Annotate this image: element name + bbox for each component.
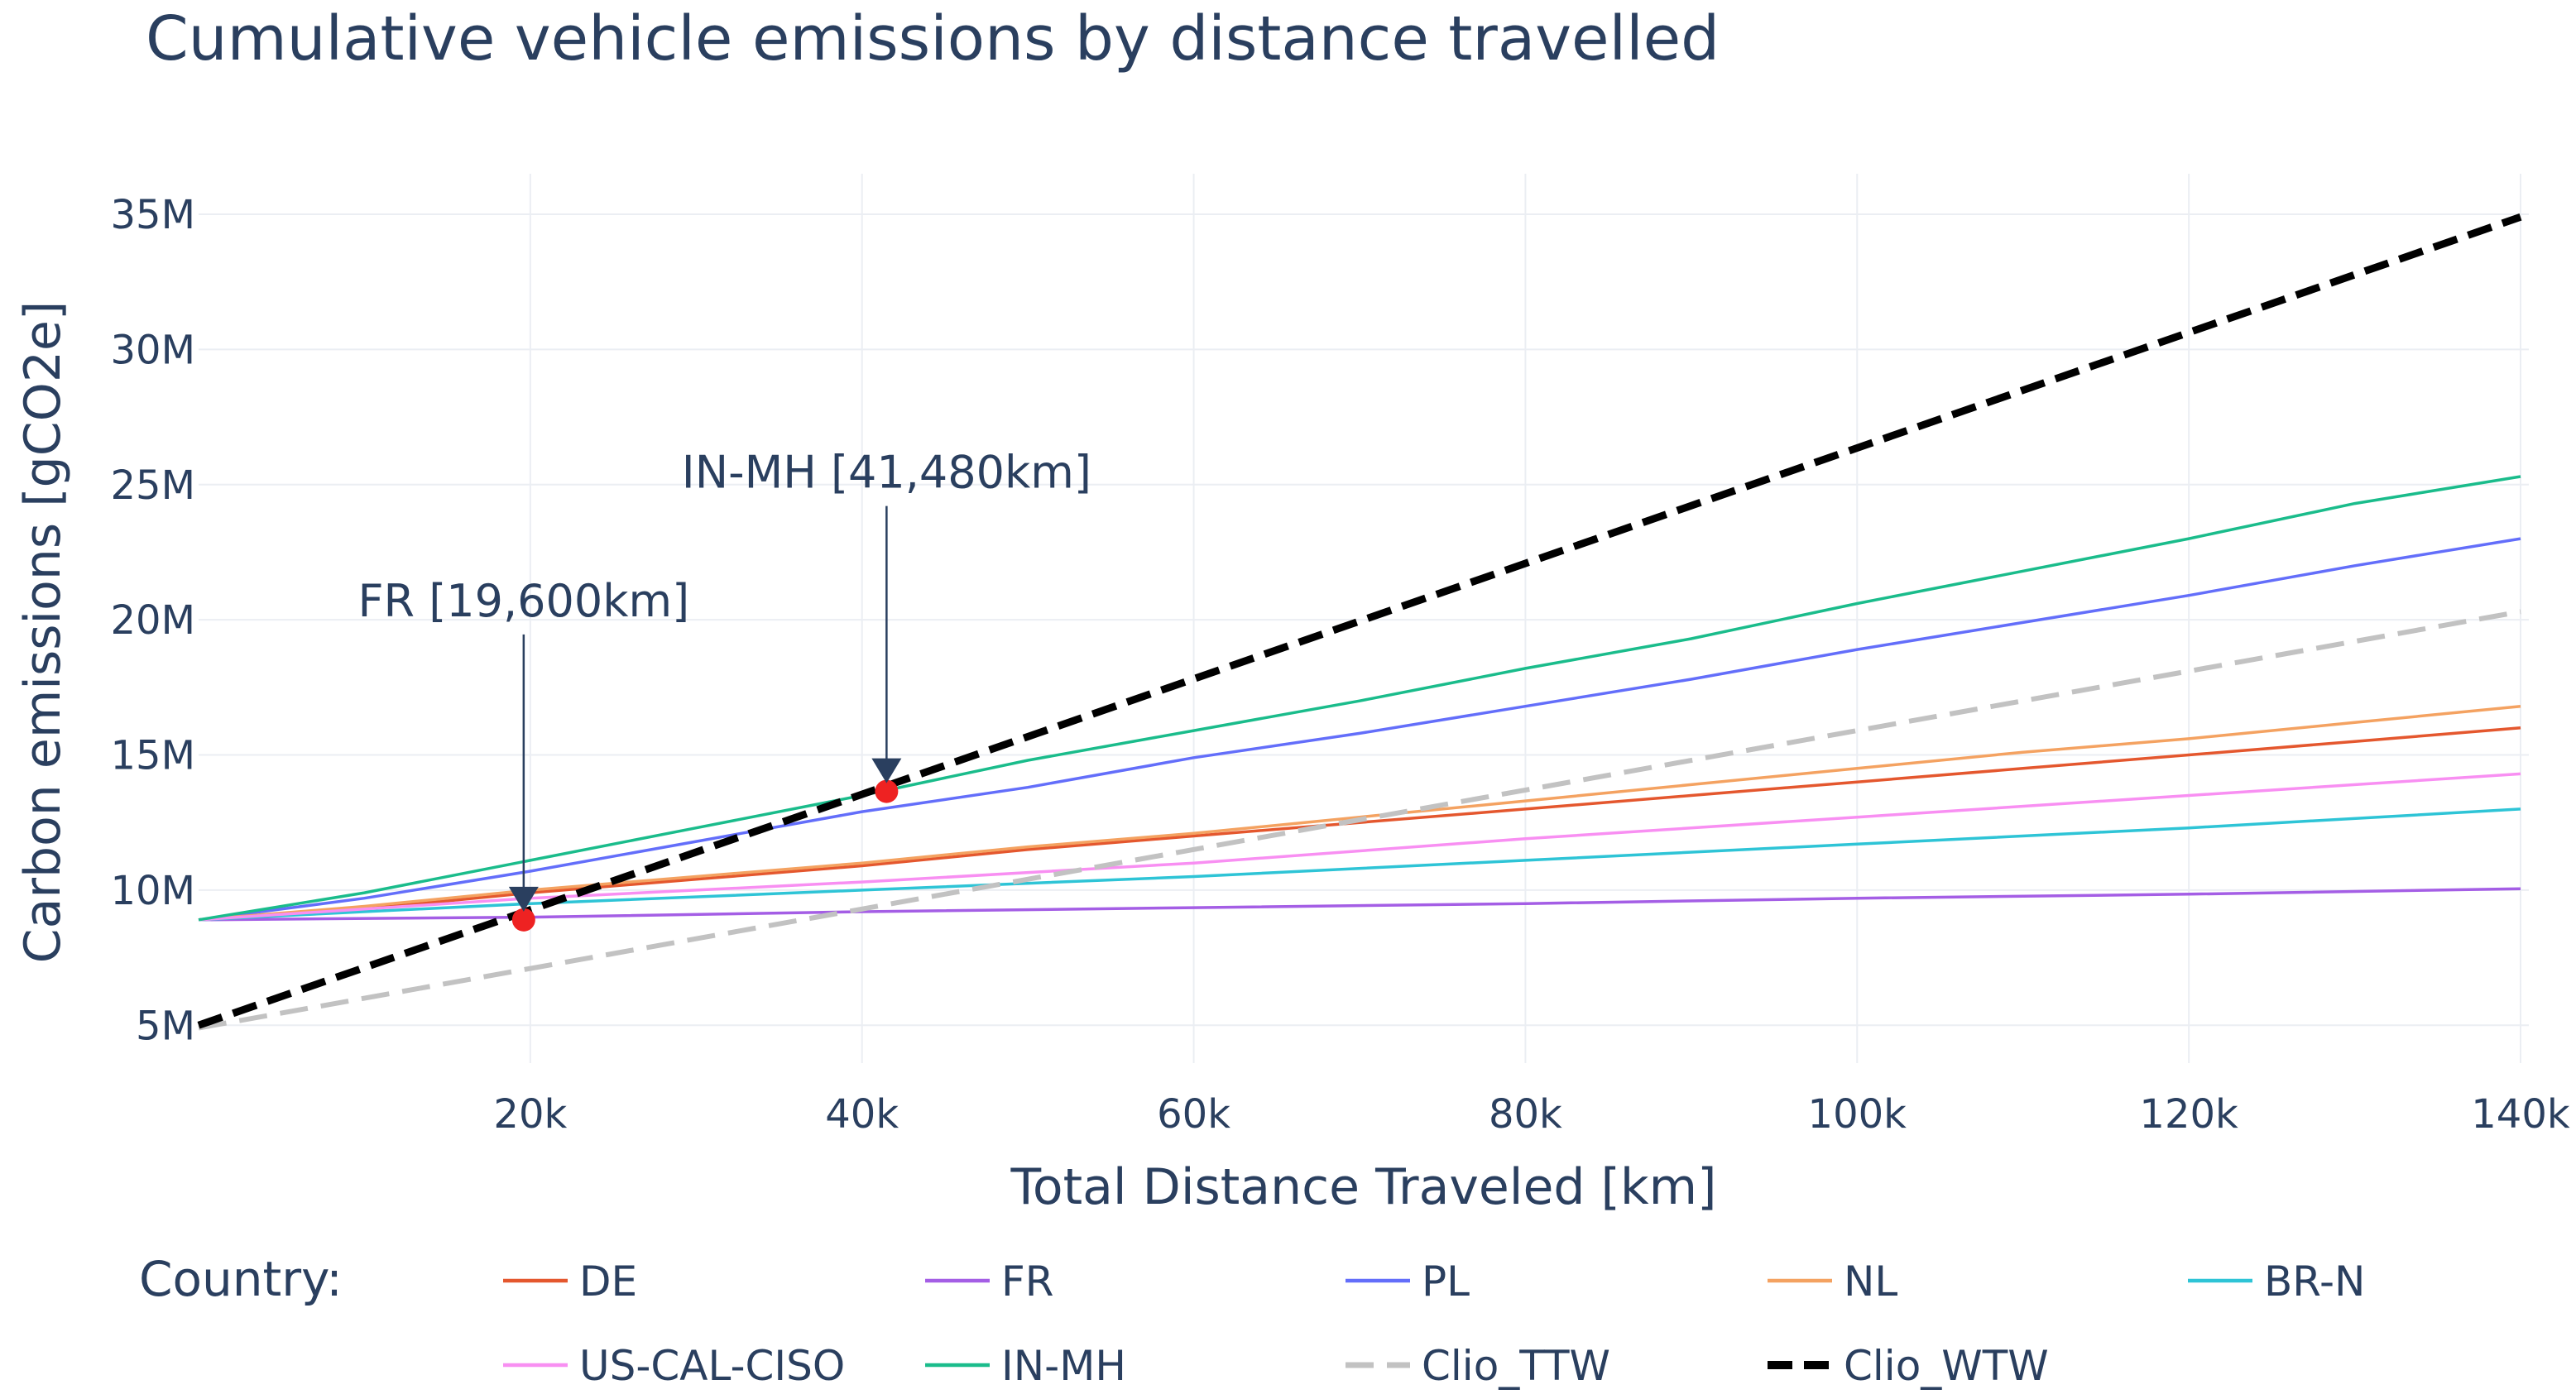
legend-label: IN-MH	[1001, 1342, 1126, 1390]
series-line-us-cal-ciso	[198, 772, 2521, 922]
series-group	[197, 213, 2522, 1031]
y-tick-label: 30M	[111, 327, 196, 373]
legend-title: Country:	[139, 1251, 343, 1307]
legend-item-clio-ttw[interactable]: Clio_TTW	[1346, 1342, 1610, 1390]
series-line-nl	[198, 704, 2521, 922]
legend-item-br-n[interactable]: BR-N	[2188, 1258, 2365, 1306]
series-line-clio-ttw	[198, 609, 2521, 1031]
y-tick-label: 5M	[136, 1003, 195, 1049]
x-axis-title: Total Distance Traveled [km]	[1010, 1158, 1716, 1216]
x-tick-label: 140k	[2471, 1091, 2570, 1138]
legend-item-in-mh[interactable]: IN-MH	[925, 1342, 1126, 1390]
legend-label: PL	[1422, 1258, 1470, 1306]
x-tick-label: 40k	[825, 1091, 899, 1138]
markers-group	[511, 779, 899, 932]
annotation-arrowhead	[508, 886, 539, 912]
series-line-pl	[198, 537, 2521, 922]
legend-item-fr[interactable]: FR	[925, 1258, 1054, 1306]
annotations-group: FR [19,600km] IN-MH [41,480km]	[357, 447, 1091, 912]
annotation-label: FR [19,600km]	[357, 575, 689, 627]
y-axis-title: Carbon emissions [gCO2e]	[14, 301, 72, 964]
legend-label: Clio_WTW	[1844, 1342, 2049, 1390]
x-tick-label: 60k	[1157, 1091, 1230, 1138]
x-tick-label: 120k	[2139, 1091, 2238, 1138]
series-line-in-mh	[198, 475, 2521, 922]
legend: DE FR PL NL BR-N US-CAL-CISO IN-MH Clio_TTW Clio…	[503, 1258, 2365, 1390]
x-tick-label: 20k	[493, 1091, 567, 1138]
annotation-arrowhead	[871, 758, 902, 783]
series-line-clio-wtw	[197, 213, 2522, 1029]
legend-label: BR-N	[2264, 1258, 2365, 1306]
y-tick-label: 25M	[111, 462, 196, 509]
y-tick-label: 35M	[111, 192, 196, 238]
grid	[199, 174, 2529, 1063]
annotation-label: IN-MH [41,480km]	[682, 447, 1091, 499]
x-tick-label: 100k	[1808, 1091, 1907, 1138]
y-tick-label: 20M	[111, 597, 196, 644]
crossover-marker	[511, 908, 535, 932]
y-tick-label: 15M	[111, 733, 196, 779]
legend-label: NL	[1844, 1258, 1897, 1306]
legend-label: DE	[579, 1258, 637, 1306]
legend-item-nl[interactable]: NL	[1768, 1258, 1897, 1306]
x-axis: 20k 40k 60k 80k 100k 120k 140k	[493, 1091, 2569, 1138]
y-axis: 5M 10M 15M 20M 25M 30M 35M	[111, 192, 196, 1049]
legend-item-clio-wtw[interactable]: Clio_WTW	[1768, 1342, 2049, 1390]
legend-label: FR	[1001, 1258, 1054, 1306]
legend-item-pl[interactable]: PL	[1346, 1258, 1470, 1306]
series-line-fr	[198, 887, 2521, 922]
x-tick-label: 80k	[1489, 1091, 1562, 1138]
legend-label: Clio_TTW	[1422, 1342, 1610, 1390]
y-tick-label: 10M	[111, 868, 196, 914]
legend-item-us-cal-ciso[interactable]: US-CAL-CISO	[503, 1342, 845, 1390]
series-line-de	[198, 726, 2521, 922]
crossover-marker	[875, 779, 899, 803]
legend-item-de[interactable]: DE	[503, 1258, 637, 1306]
legend-label: US-CAL-CISO	[579, 1342, 845, 1390]
chart-title: Cumulative vehicle emissions by distance…	[146, 3, 1720, 74]
series-line-br-n	[198, 807, 2521, 922]
